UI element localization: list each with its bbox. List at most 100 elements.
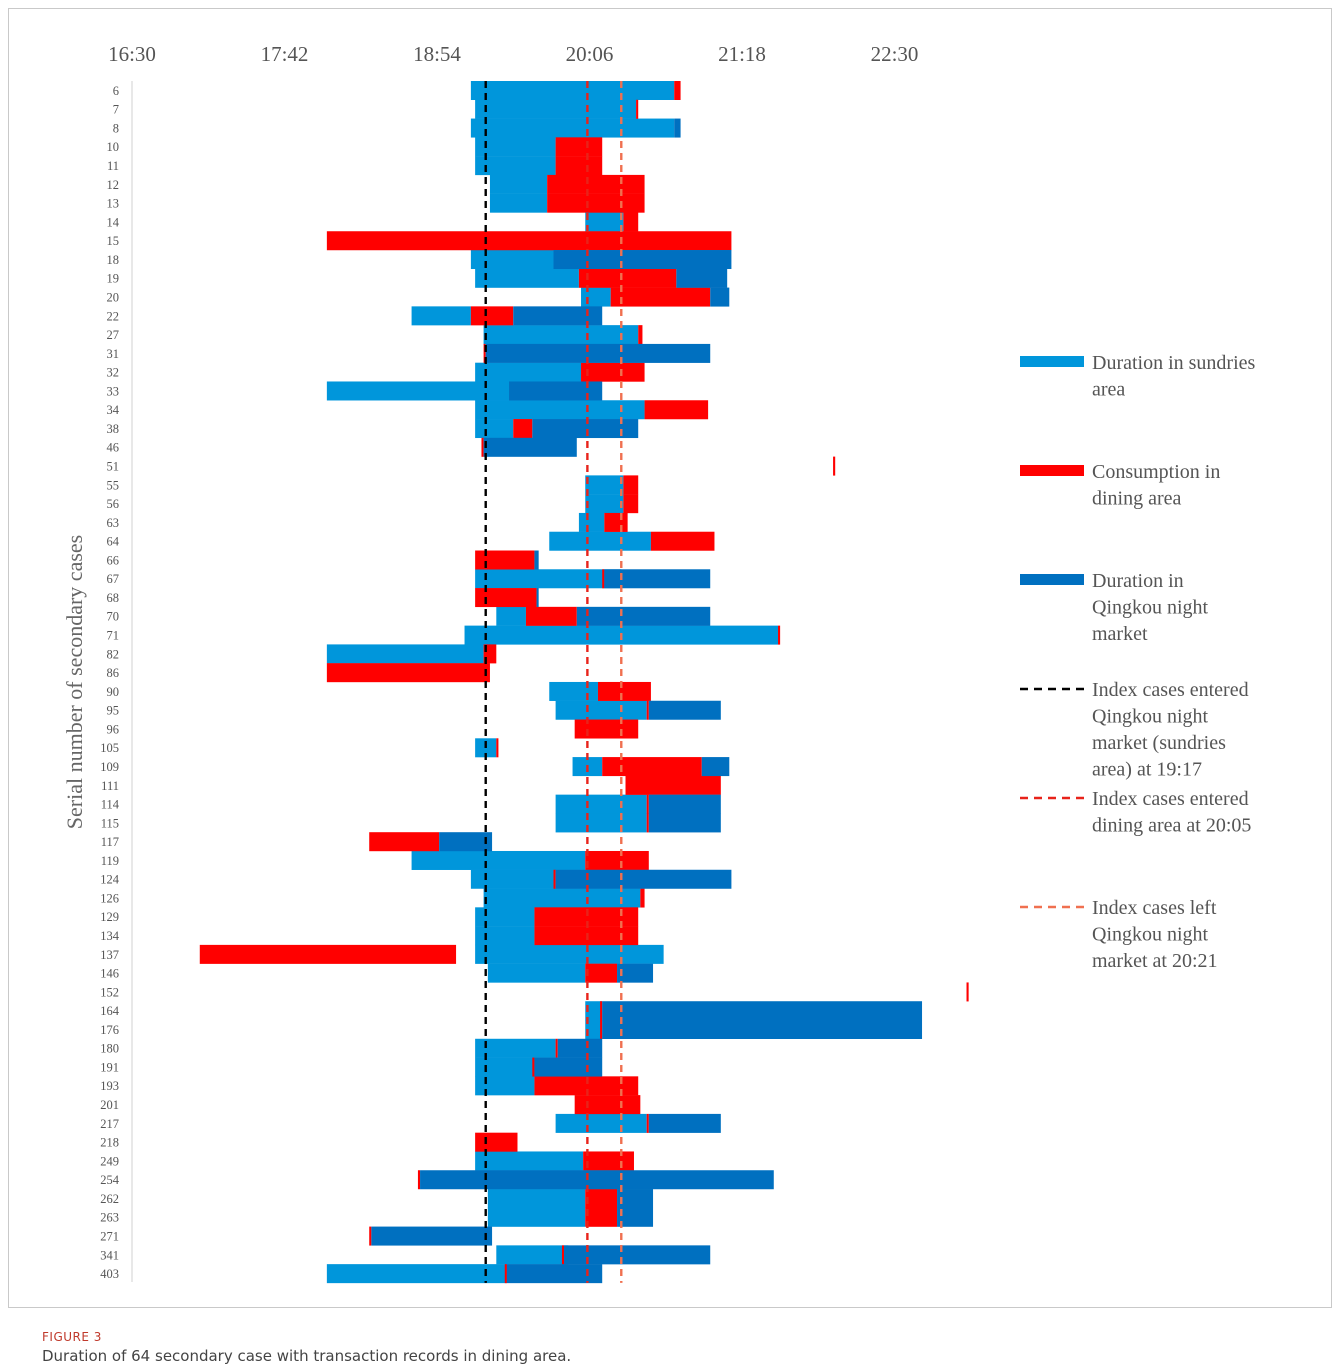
sundries-bar xyxy=(475,137,556,157)
y-tick-label: 176 xyxy=(100,1023,119,1037)
dining-bar xyxy=(199,944,457,964)
dining-bar xyxy=(417,1170,421,1190)
legend-label: Index cases left xyxy=(1092,897,1217,919)
sundries-bar xyxy=(487,1189,586,1209)
y-tick-label: 114 xyxy=(101,798,120,812)
dining-bar xyxy=(483,343,486,363)
y-tick-label: 137 xyxy=(100,948,119,962)
legend: Duration in sundries area Consumption in di… xyxy=(1020,352,1256,972)
dining-bar xyxy=(574,719,639,739)
legend-label: market xyxy=(1092,623,1148,645)
y-tick-label: 254 xyxy=(100,1173,120,1187)
figure-label: FIGURE 3 xyxy=(42,1330,102,1344)
sundries-bar xyxy=(470,118,675,138)
y-tick-label: 15 xyxy=(107,234,120,248)
sundries-bar xyxy=(475,99,637,119)
dining-bar xyxy=(470,306,514,326)
sundries-bar xyxy=(585,1020,603,1039)
market-bar xyxy=(420,1170,774,1190)
sundries-bar xyxy=(475,1076,535,1096)
market-bar xyxy=(483,437,577,457)
x-tick-label: 21:18 xyxy=(718,42,766,66)
sundries-bar xyxy=(475,362,582,382)
legend-swatch xyxy=(1020,574,1084,585)
dining-bar xyxy=(623,494,639,514)
dining-bar xyxy=(326,231,732,251)
figure-caption-text: Duration of 64 secondary case with trans… xyxy=(42,1347,572,1365)
x-tick-label: 22:30 xyxy=(871,42,919,66)
dining-bar xyxy=(600,1020,603,1039)
sundries-bar xyxy=(470,250,554,270)
dining-bar xyxy=(369,832,440,852)
dining-bar xyxy=(778,625,781,645)
dining-bar xyxy=(625,775,721,795)
y-tick-label: 126 xyxy=(100,891,119,905)
sundries-bar xyxy=(555,813,647,833)
figure-caption: FIGURE 3 Duration of 64 secondary case w… xyxy=(42,1330,571,1365)
y-tick-label: 66 xyxy=(107,553,120,567)
y-tick-label: 10 xyxy=(107,140,120,154)
y-tick-label: 6 xyxy=(113,84,119,98)
market-bar xyxy=(676,268,728,288)
y-tick-label: 18 xyxy=(107,253,120,267)
dining-bar xyxy=(475,550,535,570)
y-tick-label: 55 xyxy=(107,478,120,492)
dining-bar xyxy=(532,1057,535,1077)
sundries-bar xyxy=(470,869,556,889)
sundries-bar xyxy=(475,926,535,946)
sundries-bar xyxy=(555,1113,647,1133)
y-tick-label: 27 xyxy=(107,328,120,342)
dining-bar xyxy=(574,1095,641,1115)
dining-bar xyxy=(475,1132,518,1152)
dining-bar xyxy=(833,456,836,476)
y-tick-label: 7 xyxy=(113,103,119,117)
sundries-bar xyxy=(326,381,510,401)
legend-label: dining area at 20:05 xyxy=(1092,815,1251,837)
market-bar xyxy=(701,757,730,777)
dining-bar xyxy=(644,400,709,420)
dining-bar xyxy=(610,287,711,307)
y-tick-label: 70 xyxy=(107,610,120,624)
dining-bar xyxy=(585,1207,618,1227)
sundries-bar xyxy=(475,1151,584,1171)
legend-swatch xyxy=(1020,465,1084,476)
x-tick-label: 16:30 xyxy=(108,42,156,66)
sundries-bar xyxy=(475,569,622,589)
y-tick-label: 249 xyxy=(100,1154,119,1168)
y-tick-label: 262 xyxy=(100,1192,119,1206)
dining-bar xyxy=(646,794,649,814)
y-tick-label: 19 xyxy=(107,272,120,286)
market-bar xyxy=(371,1226,493,1246)
y-tick-label: 56 xyxy=(107,497,120,511)
legend-label: Index cases entered xyxy=(1092,679,1249,701)
market-bar xyxy=(557,1038,603,1058)
market-bar xyxy=(648,813,721,833)
y-tick-label: 117 xyxy=(101,835,119,849)
market-bar xyxy=(602,1001,923,1021)
dining-bar xyxy=(602,757,702,777)
dining-bar xyxy=(585,1189,618,1209)
sundries-bar xyxy=(483,325,639,345)
dining-bar xyxy=(604,512,628,532)
y-tick-label: 71 xyxy=(107,629,120,643)
sundries-bar xyxy=(475,944,664,964)
y-tick-label: 14 xyxy=(107,215,120,229)
y-tick-label: 217 xyxy=(100,1117,119,1131)
dining-bar xyxy=(650,531,715,551)
y-tick-label: 67 xyxy=(107,572,120,586)
dining-bar xyxy=(504,1264,507,1284)
market-bar xyxy=(532,419,639,439)
dining-bar xyxy=(674,81,681,100)
market-bar xyxy=(604,569,711,589)
dining-bar xyxy=(646,700,649,720)
dining-bar xyxy=(585,963,618,983)
y-tick-label: 164 xyxy=(100,1004,120,1018)
sundries-bar xyxy=(326,644,484,664)
sundries-bar xyxy=(585,475,624,495)
market-bar xyxy=(602,1020,923,1039)
figure-frame xyxy=(8,8,1332,1308)
y-tick-label: 13 xyxy=(107,197,120,211)
y-tick-label: 105 xyxy=(100,741,119,755)
sundries-bar xyxy=(475,268,579,288)
dining-bar xyxy=(623,475,639,495)
